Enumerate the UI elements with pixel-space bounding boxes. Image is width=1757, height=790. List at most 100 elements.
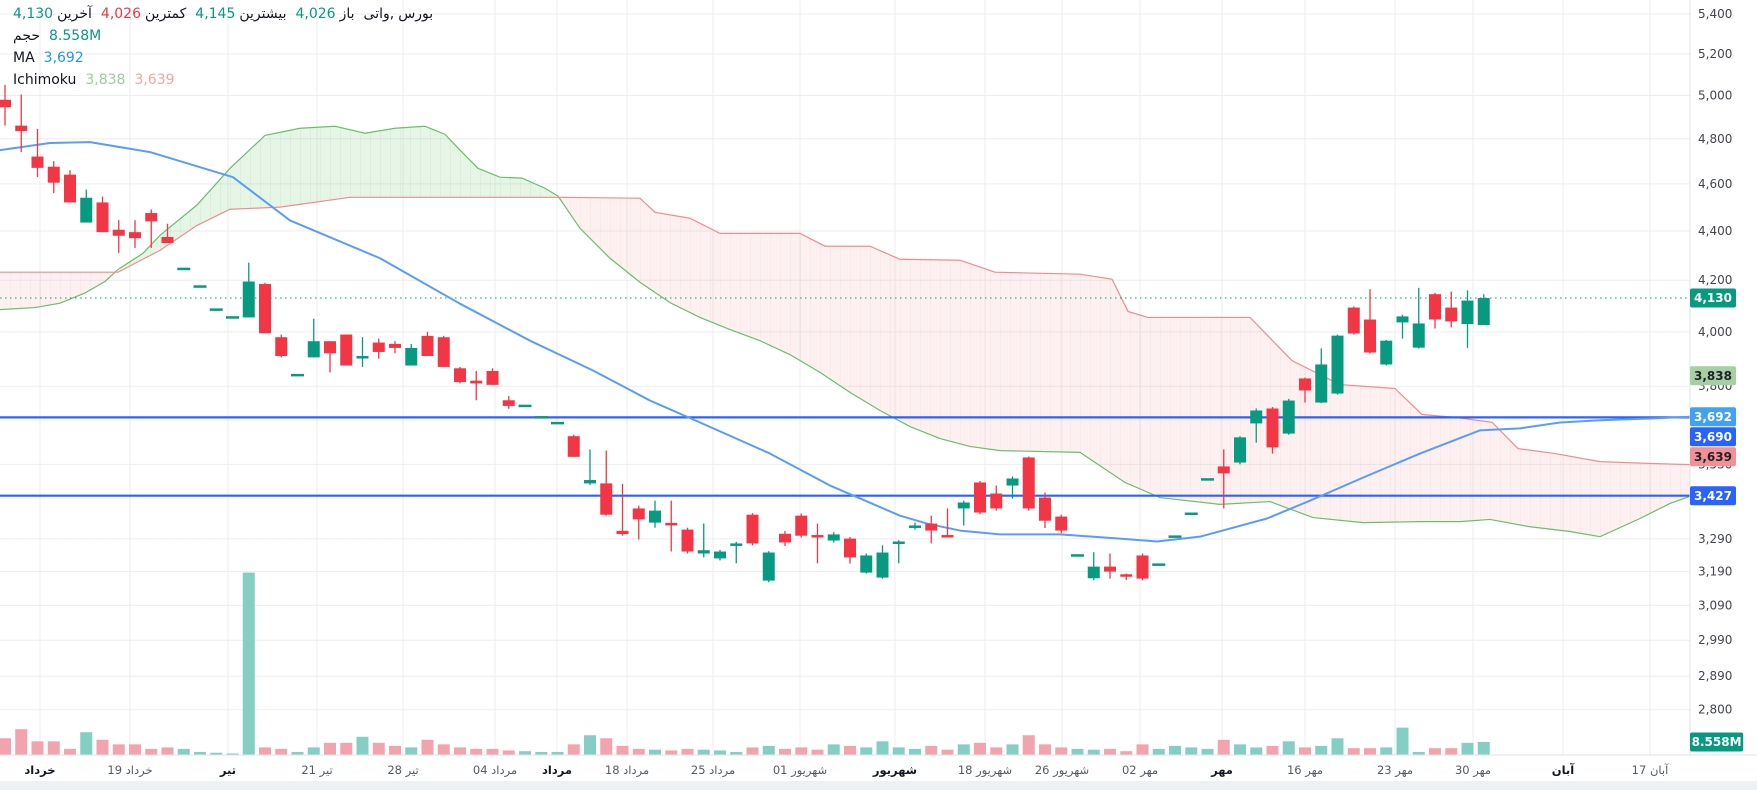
flat-candle-dash[interactable] [1168, 535, 1182, 538]
flat-candle-dash[interactable] [1184, 512, 1198, 516]
volume-bar[interactable] [340, 742, 353, 755]
candle[interactable] [15, 125, 28, 132]
volume-bar[interactable] [454, 747, 466, 755]
candle[interactable] [129, 232, 141, 239]
volume-bar[interactable] [1347, 748, 1360, 755]
candle[interactable] [421, 335, 434, 357]
candle[interactable] [389, 343, 401, 348]
volume-bar[interactable] [0, 738, 11, 755]
candle[interactable] [665, 522, 678, 526]
candle[interactable] [1022, 457, 1035, 509]
volume-bar[interactable] [1282, 741, 1295, 755]
candle[interactable] [584, 480, 596, 484]
volume-bar[interactable] [47, 741, 60, 755]
volume-bar[interactable] [1266, 745, 1279, 755]
volume-bar[interactable] [486, 748, 499, 755]
volume-bar[interactable] [811, 749, 824, 755]
candle[interactable] [632, 508, 645, 520]
volume-bar[interactable] [892, 747, 905, 755]
candle[interactable] [340, 334, 353, 366]
volume-bar[interactable] [421, 739, 434, 755]
volume-bar[interactable] [1152, 748, 1165, 755]
candle[interactable] [1331, 335, 1344, 394]
volume-bar[interactable] [1185, 747, 1198, 755]
volume-bar[interactable] [437, 744, 450, 755]
volume-bar[interactable] [259, 747, 271, 755]
volume-bar[interactable] [177, 748, 190, 755]
volume-bar[interactable] [1445, 748, 1458, 755]
flat-candle-dash[interactable] [209, 308, 223, 311]
flat-candle-dash[interactable] [551, 421, 564, 425]
volume-bar[interactable] [275, 748, 288, 755]
flat-candle-dash[interactable] [177, 267, 191, 271]
volume-bar[interactable] [1104, 748, 1116, 755]
candle[interactable] [730, 543, 743, 546]
volume-bar[interactable] [1022, 735, 1035, 755]
volume-bar[interactable] [1071, 748, 1084, 755]
volume-bar[interactable] [925, 745, 938, 755]
volume-bar[interactable] [1201, 748, 1214, 755]
candle[interactable] [1477, 298, 1490, 326]
candle[interactable] [876, 552, 889, 578]
flat-candle-dash[interactable] [1152, 563, 1166, 566]
candle[interactable] [1396, 316, 1409, 323]
candle[interactable] [714, 551, 726, 559]
volume-bar[interactable] [974, 742, 986, 755]
volume-bar[interactable] [31, 741, 44, 755]
volume-bar[interactable] [827, 744, 840, 755]
candle[interactable] [80, 197, 93, 223]
volume-bar[interactable] [876, 741, 889, 755]
volume-bar[interactable] [584, 735, 596, 755]
volume-bar[interactable] [1217, 739, 1230, 755]
volume-bar[interactable] [1380, 747, 1393, 755]
candle[interactable] [0, 99, 11, 108]
candle[interactable] [405, 347, 418, 366]
candle[interactable] [437, 337, 450, 367]
volume-bar[interactable] [1429, 748, 1441, 755]
candle[interactable] [1217, 466, 1230, 474]
ichimoku-cloud[interactable] [0, 125, 1691, 538]
volume-bar[interactable] [1412, 751, 1425, 755]
candle[interactable] [795, 515, 808, 536]
volume-bar[interactable] [291, 751, 304, 755]
candle[interactable] [112, 229, 125, 236]
volume-bar[interactable] [714, 750, 726, 755]
senkou-b-line[interactable] [0, 196, 1691, 466]
volume-bar[interactable] [1120, 751, 1133, 755]
volume-bar[interactable] [1250, 747, 1263, 755]
candle[interactable] [681, 529, 694, 552]
candle[interactable] [372, 342, 385, 352]
candle[interactable] [1006, 478, 1019, 486]
candle[interactable] [96, 202, 109, 233]
candle[interactable] [827, 534, 840, 541]
volume-bar[interactable] [1055, 747, 1068, 755]
volume-bar[interactable] [762, 745, 775, 755]
volume-bar[interactable] [990, 747, 1003, 755]
candle[interactable] [275, 337, 288, 357]
volume-bar[interactable] [1299, 747, 1311, 755]
volume-bar[interactable] [795, 747, 808, 755]
volume-bar[interactable] [1136, 744, 1149, 755]
volume-bar[interactable] [941, 749, 954, 755]
candle[interactable] [925, 523, 938, 531]
candle[interactable] [1234, 437, 1246, 463]
volume-bar[interactable] [649, 749, 661, 755]
volume-bar[interactable] [535, 751, 548, 755]
volume-bar[interactable] [307, 747, 320, 755]
volume-bar[interactable] [551, 751, 564, 755]
volume-bar[interactable] [616, 745, 629, 755]
candle[interactable] [1250, 410, 1263, 424]
candle[interactable] [1347, 307, 1360, 334]
volume-bar[interactable] [697, 749, 710, 755]
candle[interactable] [600, 483, 613, 515]
candle[interactable] [64, 174, 76, 203]
candle[interactable] [1380, 340, 1393, 365]
candle[interactable] [909, 525, 921, 528]
volume-bar[interactable] [1315, 745, 1328, 755]
candle[interactable] [567, 436, 580, 457]
candle[interactable] [649, 510, 661, 523]
flat-candle-dash[interactable] [193, 285, 207, 288]
volume-bar[interactable] [372, 742, 385, 755]
flat-candle-dash[interactable] [1071, 554, 1084, 557]
